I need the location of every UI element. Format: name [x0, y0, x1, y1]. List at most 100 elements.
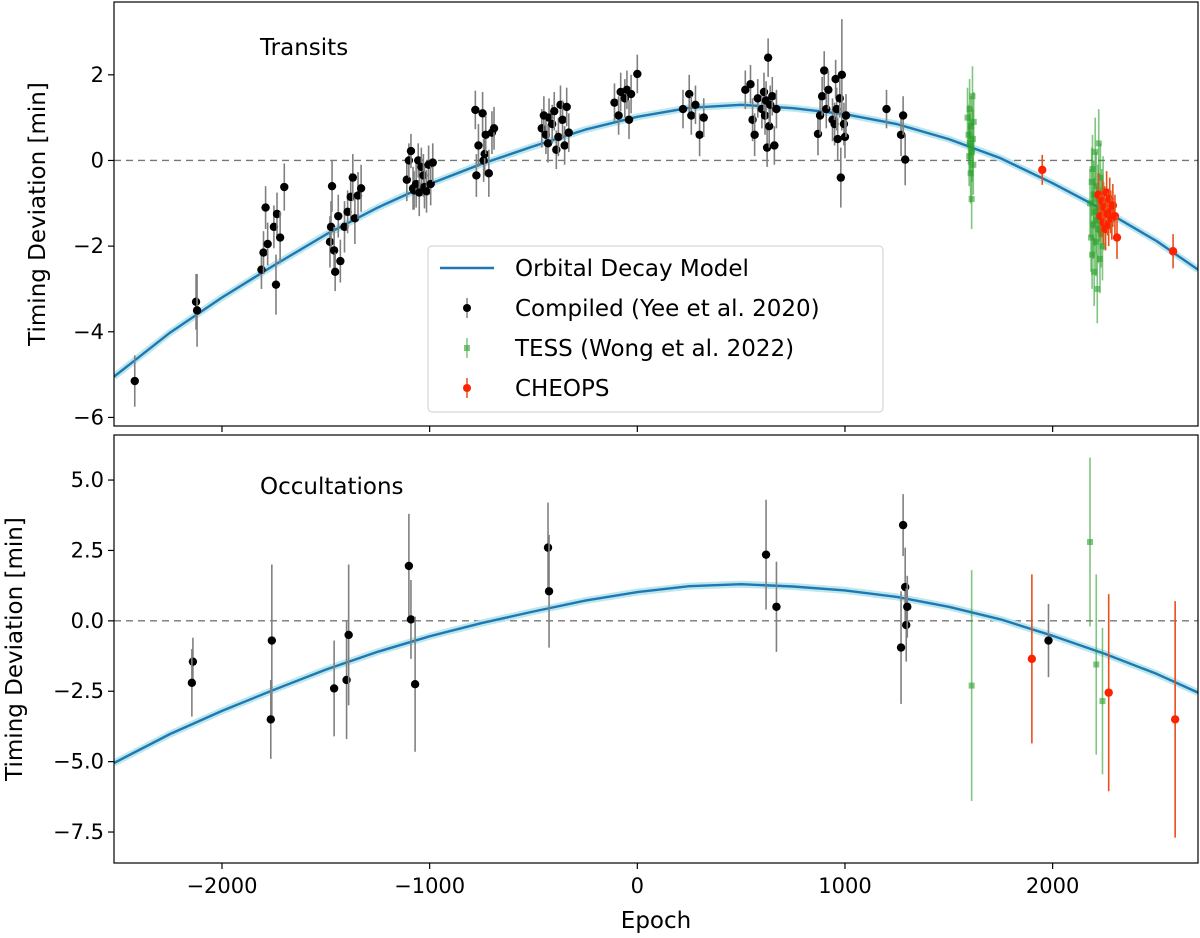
transits-y-tick-label: 2: [91, 63, 104, 87]
transits-compiled-point: [406, 146, 416, 156]
transits-x-axis-ticks: [221, 426, 1054, 432]
transits-compiled-point: [489, 124, 499, 133]
occultations-compiled-point: [543, 543, 553, 552]
transits-compiled-point: [334, 211, 343, 221]
transits-tess-point: [1094, 285, 1101, 292]
transits-tess-point: [966, 153, 973, 160]
transits-cheops-point: [1108, 201, 1118, 210]
transits-compiled-point: [763, 53, 773, 62]
transits-compiled-point: [275, 233, 285, 242]
transits-tess-point: [1096, 204, 1103, 211]
transits-compiled-point: [685, 89, 694, 99]
transits-compiled-point: [479, 156, 488, 165]
transits-tess-point: [1095, 225, 1102, 232]
transits-compiled-point: [547, 119, 557, 129]
occultations-compiled-point: [267, 636, 277, 645]
occultations-tess-point: [1099, 698, 1106, 705]
transits-compiled-point: [191, 297, 201, 306]
transits-compiled-point: [472, 171, 481, 180]
transits-compiled-point: [474, 141, 483, 150]
legend-label-model: Orbital Decay Model: [515, 256, 749, 282]
transits-compiled-point: [560, 141, 569, 150]
occultations-plot-area: [114, 457, 1198, 838]
transits-y-axis-label: Timing Deviation [min]: [25, 82, 51, 347]
transits-compiled-point: [272, 209, 282, 219]
occultations-x-tick-label: 0: [631, 874, 644, 898]
legend-label-compiled: Compiled (Yee et al. 2020): [515, 296, 820, 322]
transits-compiled-point: [820, 66, 829, 75]
transits-compiled-point: [402, 175, 412, 184]
transits-compiled-point: [415, 188, 424, 197]
occultations-axes-frame: [113, 434, 1199, 864]
transits-compiled-point: [753, 94, 762, 103]
transits-y-tick-label: −4: [73, 320, 104, 344]
transits-compiled-point: [610, 98, 619, 107]
occultations-compiled-point: [772, 602, 781, 611]
transits-tess-point: [968, 123, 975, 130]
occultations-x-tick-label: 2000: [1026, 874, 1079, 898]
occultations-compiled-point: [544, 587, 554, 596]
transits-compiled-point: [837, 70, 847, 80]
occultations-panel-label: Occultations: [260, 474, 404, 500]
occultations-y-axis-ticks: −7.5 −5.0 −2.5 0.0 2.5 5.0: [53, 468, 114, 844]
occultations-compiled-point: [898, 520, 908, 530]
occultations-y-tick-label: 0.0: [71, 609, 104, 633]
transits-compiled-point: [831, 74, 840, 84]
transits-compiled-point: [748, 115, 757, 124]
transits-compiled-point: [269, 222, 279, 232]
occultations-compiled-point: [188, 657, 198, 666]
occultations-compiled-point: [410, 679, 420, 689]
legend: Orbital Decay Model Compiled (Yee et al.…: [427, 245, 884, 413]
transits-tess-point: [1093, 217, 1100, 224]
transits-tess-point: [967, 170, 974, 177]
occultations-x-tick-label: 1000: [818, 874, 871, 898]
transits-compiled-point: [550, 107, 559, 116]
transits-compiled-point: [772, 104, 781, 114]
transits-compiled-point: [480, 149, 489, 159]
transits-compiled-point: [257, 265, 266, 274]
transits-compiled-point: [900, 155, 910, 164]
transits-compiled-point: [325, 237, 335, 247]
occultations-compiled-point: [187, 678, 197, 687]
transits-compiled-point: [699, 113, 708, 122]
transits-compiled-point: [326, 222, 336, 232]
transits-compiled-point: [411, 179, 421, 189]
transits-compiled-point: [130, 376, 139, 386]
transits-tess-point: [969, 93, 976, 100]
transits-tess-point: [1088, 234, 1095, 241]
transits-cheops-point: [1168, 247, 1178, 256]
occultations-tess-point: [1093, 661, 1100, 668]
transits-tess-point: [968, 196, 975, 203]
transits-compiled-point: [564, 128, 573, 137]
transits-compiled-point: [544, 113, 554, 122]
transits-compiled-point: [263, 239, 272, 249]
transits-compiled-point: [824, 85, 833, 94]
transits-compiled-point: [770, 141, 779, 150]
transits-compiled-point: [552, 145, 561, 154]
occultations-clipped-group: [114, 457, 1198, 838]
occultations-y-tick-label: −2.5: [53, 679, 104, 703]
transits-cheops-point: [1102, 188, 1111, 197]
transits-compiled-point: [760, 111, 770, 120]
transits-compiled-point: [471, 105, 480, 115]
transits-compiled-point: [614, 111, 623, 120]
legend-marker-compiled: [463, 304, 471, 312]
occultations-panel: −7.5 −5.0 −2.5 0.0 2.5 5.0 −2000 −1000 0 1000 200…: [2, 434, 1199, 934]
transits-compiled-point: [261, 203, 270, 212]
transits-tess-point: [1089, 166, 1096, 173]
transits-compiled-point: [840, 132, 850, 142]
occultations-x-tick-label: −2000: [186, 874, 257, 898]
transits-compiled-point: [259, 248, 268, 257]
transits-compiled-point: [746, 80, 755, 89]
transits-compiled-point: [813, 129, 823, 139]
transits-compiled-point: [678, 104, 688, 114]
transits-tess-point: [970, 161, 977, 168]
transits-compiled-point: [554, 132, 563, 142]
transits-compiled-point: [764, 122, 774, 131]
transits-tess-point: [1095, 140, 1102, 147]
occultations-cheops-point: [1170, 715, 1180, 724]
transits-compiled-point: [759, 87, 769, 97]
transits-compiled-point: [762, 143, 772, 152]
transits-compiled-point: [832, 104, 841, 114]
